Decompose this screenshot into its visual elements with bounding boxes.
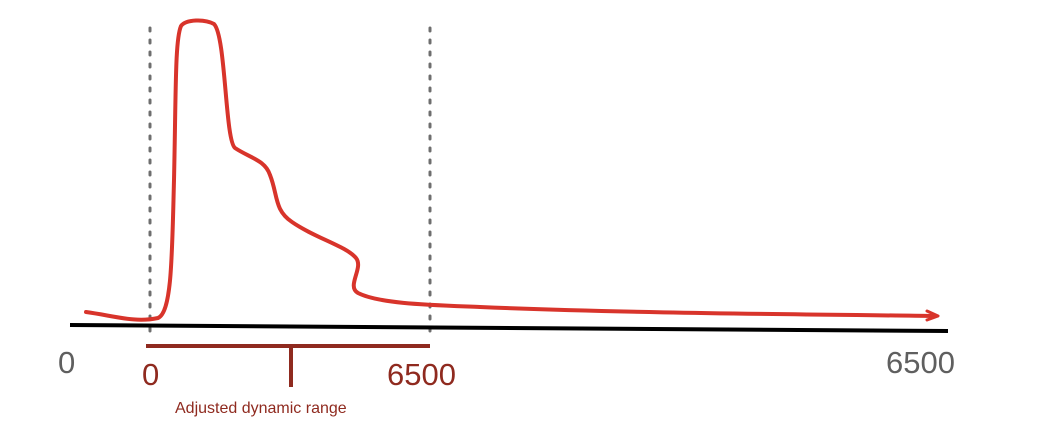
full-range-min-label: 0 (58, 345, 75, 380)
curve-arrowhead (925, 309, 940, 322)
adjusted-range-max-label: 6500 (387, 357, 456, 392)
adjusted-range-caption: Adjusted dynamic range (175, 400, 347, 417)
histogram-curve (84, 18, 937, 322)
full-range-max-label: 6500 (886, 345, 955, 380)
adjusted-range-min-label: 0 (142, 357, 159, 392)
baseline-axis (69, 323, 949, 333)
